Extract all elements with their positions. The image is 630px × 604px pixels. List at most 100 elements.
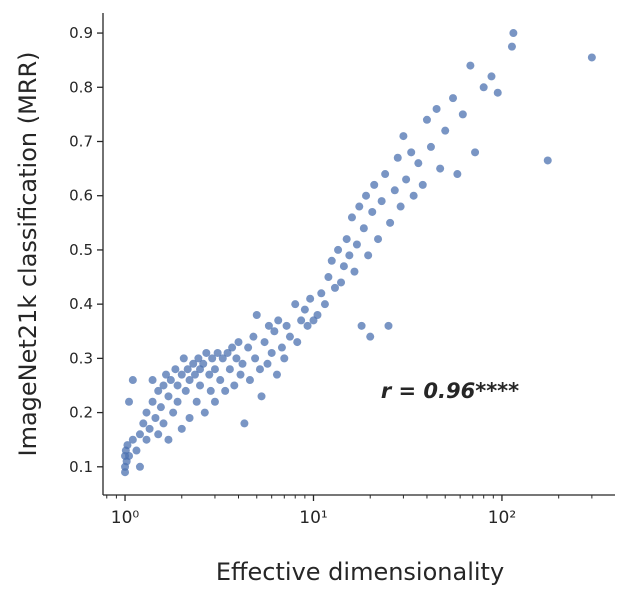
point: [366, 332, 375, 341]
point: [159, 419, 168, 428]
point: [418, 180, 427, 189]
point: [339, 262, 348, 271]
point: [159, 381, 168, 390]
x-axis-label: Effective dimensionality: [216, 558, 504, 586]
point: [148, 397, 157, 406]
point: [206, 386, 215, 395]
point: [171, 365, 180, 374]
point: [135, 462, 144, 471]
point: [350, 267, 359, 276]
x-tick-label: 10²: [488, 508, 516, 528]
point: [432, 104, 441, 113]
point: [189, 359, 198, 368]
point: [139, 419, 148, 428]
point: [487, 72, 496, 81]
point: [436, 164, 445, 173]
point: [347, 213, 356, 222]
point: [123, 441, 132, 450]
point: [228, 343, 237, 352]
point: [142, 435, 151, 444]
point: [213, 348, 222, 357]
point: [173, 397, 182, 406]
point: [263, 359, 272, 368]
point: [183, 365, 192, 374]
point: [177, 424, 186, 433]
point: [282, 321, 291, 330]
point: [441, 126, 450, 135]
point: [381, 170, 390, 179]
point: [277, 343, 286, 352]
point: [471, 148, 480, 157]
point: [210, 365, 219, 374]
point: [293, 338, 302, 347]
point: [202, 348, 211, 357]
point: [280, 354, 289, 363]
point: [393, 153, 402, 162]
point: [169, 408, 178, 417]
point: [270, 327, 279, 336]
point: [257, 392, 266, 401]
point: [148, 376, 157, 385]
point: [156, 403, 165, 412]
point: [132, 446, 141, 455]
point: [125, 397, 134, 406]
point: [345, 251, 354, 260]
point: [260, 338, 269, 347]
point: [154, 386, 163, 395]
point: [251, 354, 260, 363]
point: [255, 365, 264, 374]
point: [223, 348, 232, 357]
point: [337, 278, 346, 287]
point: [154, 430, 163, 439]
point: [285, 332, 294, 341]
point: [355, 202, 364, 211]
point: [232, 354, 241, 363]
point: [368, 207, 377, 216]
point: [185, 376, 194, 385]
point: [267, 348, 276, 357]
point: [357, 321, 366, 330]
point: [374, 235, 383, 244]
y-tick-label: 0.3: [69, 349, 93, 367]
point: [135, 430, 144, 439]
point: [313, 310, 322, 319]
y-tick-label: 0.1: [69, 458, 93, 476]
point: [252, 310, 261, 319]
y-tick-label: 0.4: [69, 295, 93, 313]
point: [151, 414, 160, 423]
point: [244, 343, 253, 352]
x-tick-label: 10⁰: [111, 508, 140, 528]
point: [291, 300, 300, 309]
point: [364, 251, 373, 260]
point: [414, 159, 423, 168]
point: [509, 29, 518, 38]
point: [342, 235, 351, 244]
point: [249, 332, 258, 341]
point: [272, 370, 281, 379]
point: [362, 191, 371, 200]
y-tick-label: 0.7: [69, 132, 93, 150]
point: [216, 376, 225, 385]
point: [166, 376, 175, 385]
point: [218, 354, 227, 363]
point: [236, 370, 245, 379]
point: [177, 370, 186, 379]
point: [164, 435, 173, 444]
point: [409, 191, 418, 200]
point: [179, 354, 188, 363]
point: [221, 386, 230, 395]
point: [199, 359, 208, 368]
point: [300, 305, 309, 314]
point: [164, 392, 173, 401]
y-axis-label: ImageNet21k classification (MRR): [14, 51, 42, 456]
point: [173, 381, 182, 390]
point: [493, 88, 502, 97]
point: [453, 170, 462, 179]
point: [386, 218, 395, 227]
point: [264, 321, 273, 330]
point: [297, 316, 306, 325]
point: [303, 321, 312, 330]
point: [208, 354, 217, 363]
point: [125, 451, 134, 460]
point: [145, 424, 154, 433]
